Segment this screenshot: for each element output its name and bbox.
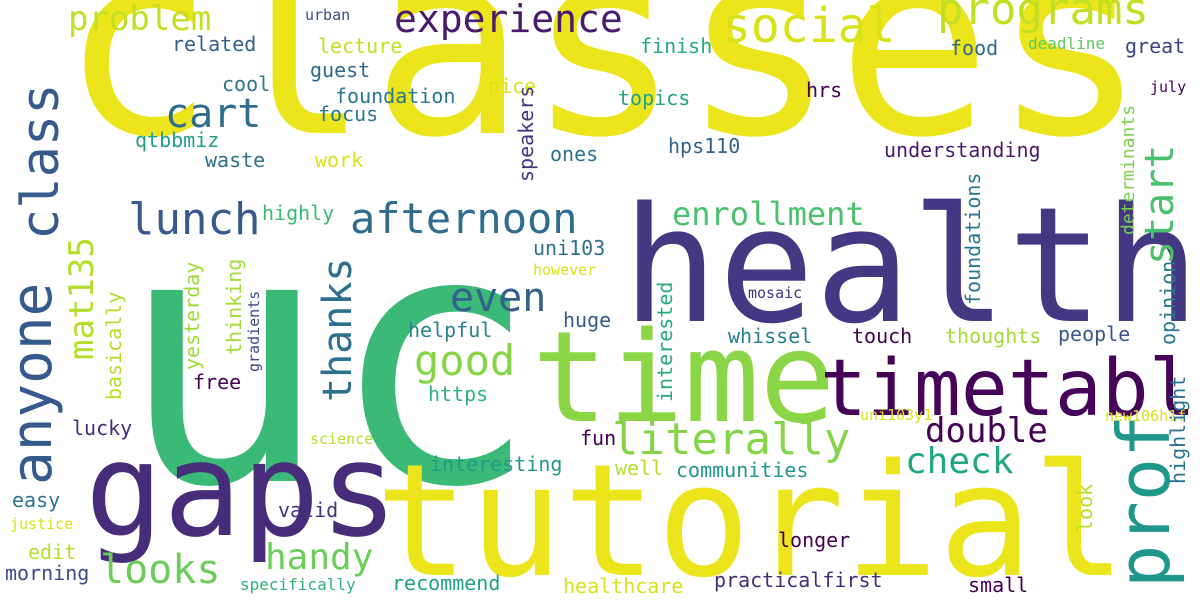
word-gradients: gradients xyxy=(245,290,263,372)
word-https: https xyxy=(428,382,489,406)
word-guest: guest xyxy=(310,58,371,82)
word-whissel: whissel xyxy=(728,324,813,348)
word-work: work xyxy=(315,148,364,172)
word-edit: edit xyxy=(28,540,77,564)
word-longer: longer xyxy=(778,528,851,552)
word-well: well xyxy=(615,456,664,480)
word-communities: communities xyxy=(676,458,809,482)
word-food: food xyxy=(950,36,999,60)
word-justice: justice xyxy=(10,515,74,533)
word-practicalfirst: practicalfirst xyxy=(714,568,883,592)
word-highlight: highlight xyxy=(1166,375,1190,484)
word-enrollment: enrollment xyxy=(672,195,865,233)
word-basically: basically xyxy=(102,291,126,400)
word-great: great xyxy=(1125,34,1186,58)
word-lucky: lucky xyxy=(72,416,133,440)
word-valid: valid xyxy=(278,498,339,522)
word-small: small xyxy=(968,573,1029,597)
word-focus: focus xyxy=(318,102,379,126)
word-specifically: specifically xyxy=(240,575,356,594)
word-timetable: timetable xyxy=(820,344,1200,434)
word-cart: cart xyxy=(165,91,262,137)
word-healthcare: healthcare xyxy=(563,574,684,598)
word-looks: looks xyxy=(100,547,221,593)
word-related: related xyxy=(172,32,257,56)
word-opinion: opinion xyxy=(1156,260,1180,345)
word-good: good xyxy=(414,336,516,385)
word-fun: fun xyxy=(580,426,617,450)
word-mosaic: mosaic xyxy=(748,284,803,302)
word-health: health xyxy=(622,172,1200,359)
word-thinking: thinking xyxy=(222,258,246,355)
word-people: people xyxy=(1058,322,1131,346)
word-free: free xyxy=(193,370,242,394)
word-class: class xyxy=(11,83,71,240)
word-new106h1f: new106h1f xyxy=(1105,407,1187,425)
word-thanks: thanks xyxy=(315,257,361,403)
word-tutorial: tutorial xyxy=(375,430,1127,600)
word-handy: handy xyxy=(265,537,374,578)
word-uc: uc xyxy=(118,156,540,564)
word-hps110: hps110 xyxy=(668,134,741,158)
word-foundation: foundation xyxy=(335,84,456,108)
word-july: july xyxy=(1150,78,1187,96)
word-lecture: lecture xyxy=(318,34,403,58)
word-speakers: speakers xyxy=(514,85,538,182)
word-experience: experience xyxy=(394,0,623,41)
word-uni103y1: uni103y1 xyxy=(860,406,933,424)
word-highly: highly xyxy=(262,201,335,225)
word-programs: programs xyxy=(937,0,1149,35)
word-helpful: helpful xyxy=(408,318,493,342)
word-hrs: hrs xyxy=(806,78,843,102)
word-check: check xyxy=(905,441,1014,482)
word-science: science xyxy=(310,430,374,448)
word-touch: touch xyxy=(852,324,913,348)
word-time: time xyxy=(532,304,836,451)
word-easy: easy xyxy=(12,488,61,512)
word-look: look xyxy=(1073,483,1097,532)
word-mat135: mat135 xyxy=(62,237,102,360)
word-foundations: foundations xyxy=(961,172,985,305)
word-lunch: lunch xyxy=(128,194,261,245)
word-understanding: understanding xyxy=(884,138,1041,162)
word-determinants: determinants xyxy=(1118,104,1139,235)
word-double: double xyxy=(925,411,1048,451)
word-anyone: anyone xyxy=(0,282,65,485)
word-urban: urban xyxy=(305,6,351,24)
word-interesting: interesting xyxy=(430,452,563,476)
word-thoughts: thoughts xyxy=(945,324,1042,348)
word-start: start xyxy=(1137,144,1183,265)
word-classes: classes xyxy=(60,0,1148,194)
word-morning: morning xyxy=(5,561,90,585)
word-gaps: gaps xyxy=(85,414,399,566)
word-literally: literally xyxy=(612,414,851,465)
word-however: however xyxy=(533,261,597,279)
word-yesterday: yesterday xyxy=(180,261,204,370)
word-qtbbmiz: qtbbmiz xyxy=(135,128,220,152)
word-even: even xyxy=(450,275,547,321)
word-problem: problem xyxy=(68,0,212,39)
word-huge: huge xyxy=(563,308,612,332)
word-ones: ones xyxy=(550,142,599,166)
word-uni103: uni103 xyxy=(533,236,606,260)
word-interested: interested xyxy=(653,281,677,402)
word-finish: finish xyxy=(640,34,713,58)
word-recommend: recommend xyxy=(392,571,501,595)
word-deadline: deadline xyxy=(1028,34,1106,53)
word-nice: nice xyxy=(488,74,537,98)
word-topics: topics xyxy=(618,86,691,110)
word-social: social xyxy=(722,0,896,54)
word-waste: waste xyxy=(205,148,266,172)
word-afternoon: afternoon xyxy=(350,194,578,243)
word-cool: cool xyxy=(222,72,271,96)
